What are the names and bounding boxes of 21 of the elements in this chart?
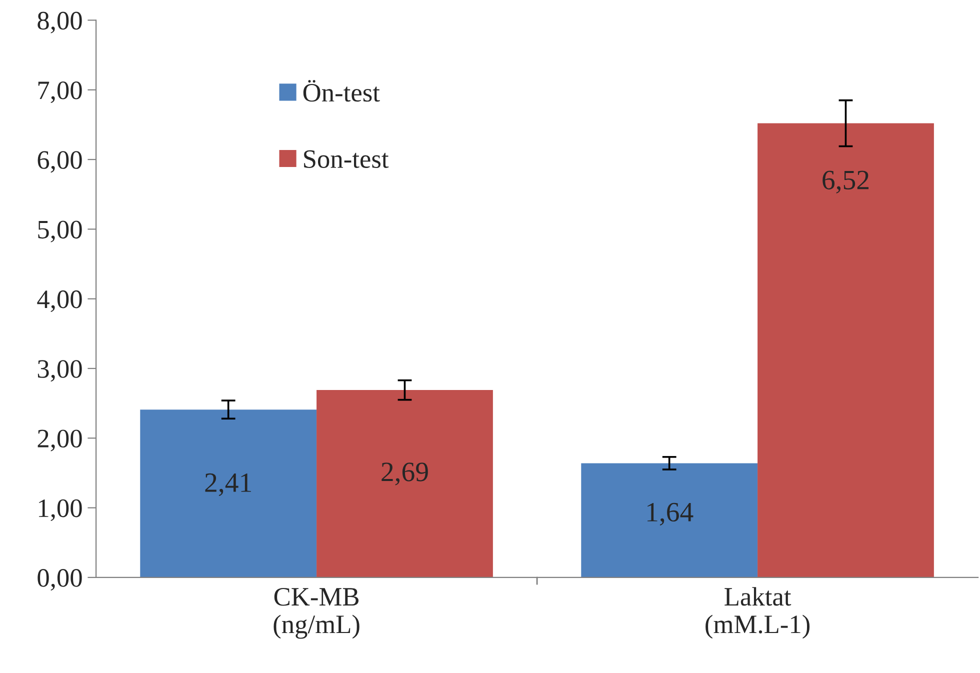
y-tick-label: 5,00	[38, 220, 82, 242]
data-label: 2,41	[205, 473, 251, 496]
bar	[140, 410, 317, 578]
legend-label: Son-test	[304, 150, 389, 168]
y-tick-label: 8,00	[38, 12, 82, 34]
bar	[581, 463, 758, 578]
y-tick-label: 6,00	[38, 151, 82, 173]
data-label: 2,69	[382, 462, 428, 486]
bar	[758, 123, 934, 578]
y-tick-label: 2,00	[38, 430, 82, 452]
x-tick-label: Laktat (mM.L-1)	[706, 587, 810, 639]
data-label: 1,64	[647, 502, 694, 526]
y-tick-label: 3,00	[38, 360, 82, 382]
bar	[316, 390, 493, 578]
y-tick-label: 0,00	[38, 569, 82, 591]
y-tick-label: 4,00	[37, 290, 82, 312]
legend-label: Ön-test	[303, 80, 380, 102]
x-tick-label: CK-MB (ng/mL)	[274, 588, 360, 639]
y-tick-label: 7,00	[38, 81, 82, 104]
y-tick-label: 1,00	[38, 499, 82, 521]
data-label: 6,52	[822, 170, 869, 194]
